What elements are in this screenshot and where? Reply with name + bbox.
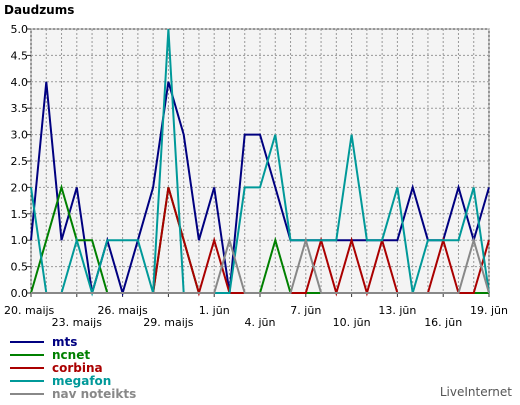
x-tick-label: 29. maijs (143, 316, 194, 329)
x-tick-label: 1. jūn (199, 304, 230, 317)
x-tick-label: 16. jūn (424, 316, 462, 329)
y-tick-label: 5.0 (11, 23, 29, 36)
x-tick-label: 23. maijs (52, 316, 103, 329)
chart-title: Daudzums (4, 3, 74, 17)
y-tick-label: 2.0 (11, 181, 29, 194)
y-tick-label: 1.0 (11, 234, 29, 247)
x-tick-label: 7. jūn (290, 304, 321, 317)
y-tick-label: 2.5 (11, 155, 29, 168)
x-tick-label: 4. jūn (245, 316, 276, 329)
x-tick-label: 13. jūn (378, 304, 416, 317)
series-line-nav-noteikts (31, 236, 490, 294)
legend-label: ncnet (52, 348, 90, 362)
y-tick-label: 4.5 (11, 49, 29, 62)
watermark: LiveInternet (440, 385, 512, 399)
y-axis: 0.0 0.5 1.0 1.5 2.0 2.5 3.0 3.5 4.0 4.5 5.0 (11, 23, 31, 300)
x-tick-label: 10. jūn (333, 316, 371, 329)
y-tick-label: 4.0 (11, 76, 29, 89)
y-tick-label: 0.5 (11, 261, 29, 274)
series-lines (30, 28, 490, 297)
x-tick-label: 26. maijs (97, 304, 148, 317)
x-tick-label: 19. jūn (470, 304, 508, 317)
y-tick-label: 3.5 (11, 102, 29, 115)
y-tick-label: 3.0 (11, 129, 29, 142)
legend-label: corbina (52, 361, 103, 375)
legend-label: mts (52, 335, 77, 349)
legend-label: megafon (52, 374, 111, 388)
x-tick-label: 20. maijs (4, 304, 55, 317)
legend-label: nav noteikts (52, 387, 136, 401)
y-tick-label: 1.5 (11, 208, 29, 221)
y-tick-label: 0.0 (11, 287, 29, 300)
